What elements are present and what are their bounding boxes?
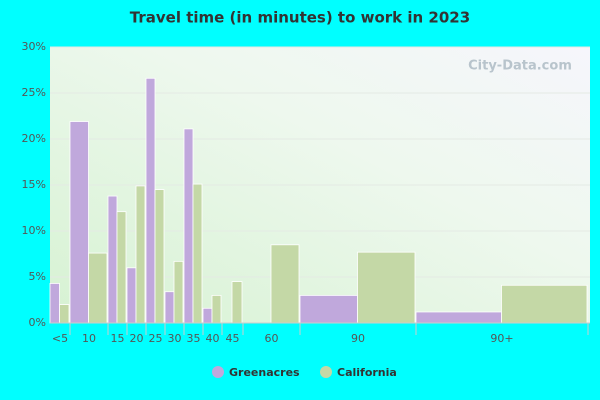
bar bbox=[183, 128, 194, 324]
bar bbox=[299, 294, 358, 324]
x-tick-label: 60 bbox=[265, 332, 279, 345]
x-tick-label: 30 bbox=[168, 332, 182, 345]
x-tick-label: <5 bbox=[52, 332, 68, 345]
watermark: City-Data.com bbox=[468, 59, 572, 74]
legend-swatch bbox=[212, 366, 224, 378]
bar bbox=[126, 267, 137, 324]
bar bbox=[415, 311, 502, 324]
x-tick-label: 40 bbox=[206, 332, 220, 345]
bar bbox=[270, 244, 300, 324]
legend-label: California bbox=[337, 366, 397, 379]
y-tick-label: 30% bbox=[22, 40, 46, 53]
bar bbox=[154, 189, 165, 324]
bar bbox=[202, 307, 213, 324]
y-tick-label: 0% bbox=[29, 316, 46, 329]
bar bbox=[59, 304, 70, 324]
bar bbox=[69, 121, 89, 324]
bar bbox=[173, 260, 184, 324]
chart-title: Travel time (in minutes) to work in 2023 bbox=[130, 9, 470, 27]
bar bbox=[49, 283, 60, 324]
y-tick-label: 20% bbox=[22, 132, 46, 145]
x-tick-label: 35 bbox=[187, 332, 201, 345]
bar bbox=[357, 251, 416, 324]
x-tick-label: 20 bbox=[130, 332, 144, 345]
bar bbox=[135, 185, 146, 324]
x-tick-label: 45 bbox=[226, 332, 240, 345]
y-tick-label: 15% bbox=[22, 178, 46, 191]
bar bbox=[88, 252, 108, 324]
bar bbox=[211, 294, 222, 324]
bar bbox=[116, 211, 127, 324]
y-tick-label: 10% bbox=[22, 224, 46, 237]
x-tick-label: 25 bbox=[149, 332, 163, 345]
legend-swatch bbox=[320, 366, 332, 378]
legend-label: Greenacres bbox=[229, 366, 300, 379]
bar bbox=[107, 195, 118, 324]
y-tick-label: 5% bbox=[29, 270, 46, 283]
bar bbox=[501, 284, 588, 324]
x-tick-label: 10 bbox=[82, 332, 96, 345]
x-tick-label: 90+ bbox=[490, 332, 513, 345]
y-tick-label: 25% bbox=[22, 86, 46, 99]
bar bbox=[192, 183, 203, 324]
bar bbox=[145, 77, 156, 324]
x-tick-label: 15 bbox=[111, 332, 125, 345]
bar bbox=[231, 281, 243, 324]
bar bbox=[164, 291, 175, 324]
x-tick-label: 90 bbox=[351, 332, 365, 345]
